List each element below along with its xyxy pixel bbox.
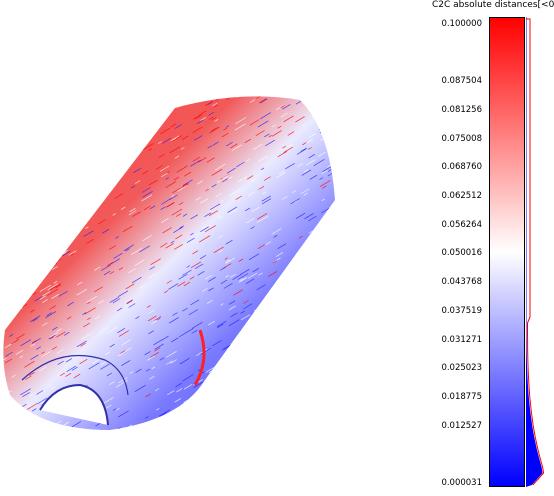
scale-tick-label: 0.050016 [441, 248, 482, 259]
scale-tick-label: 0.075008 [441, 133, 482, 144]
scale-tick-label: 0.068760 [441, 162, 482, 173]
scale-tick-label: 0.031271 [441, 334, 482, 345]
scale-tick-label: 0.087504 [441, 76, 482, 87]
scale-tick-label: 0.062512 [441, 191, 482, 202]
scale-title: C2C absolute distances[<0.1] [432, 0, 554, 10]
color-scale-bar [489, 17, 525, 487]
scale-tick-label: 0.018775 [441, 391, 482, 402]
scale-tick-label: 0.043768 [441, 277, 482, 288]
scale-tick-label: 0.081256 [441, 105, 482, 116]
histogram [526, 17, 545, 487]
scale-tick-label: 0.100000 [441, 19, 482, 29]
scale-tick-label: 0.000031 [441, 478, 482, 488]
scale-tick-label: 0.025023 [441, 363, 482, 374]
scale-tick-label: 0.037519 [441, 305, 482, 316]
scale-tick-label: 0.056264 [441, 219, 482, 230]
scale-tick-label: 0.012527 [441, 420, 482, 431]
cylinder-surface [3, 96, 335, 430]
point-cloud[interactable] [0, 0, 420, 496]
